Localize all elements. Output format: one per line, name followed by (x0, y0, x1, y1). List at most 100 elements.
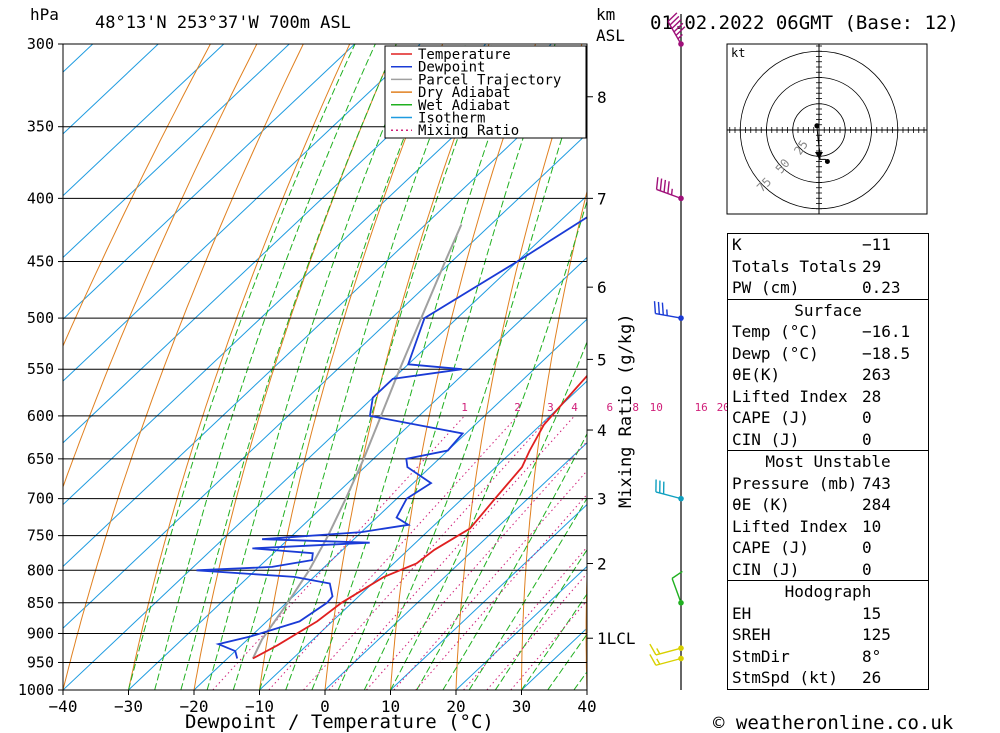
wind-barb-flag (649, 643, 657, 656)
hodograph-ring-label: 25 (791, 138, 811, 158)
index-label: θE(K) (732, 365, 781, 384)
index-row-totals: Totals Totals 29 (728, 256, 928, 278)
legend-label: Temperature (418, 47, 511, 63)
wind-barb (671, 570, 684, 606)
skewt-profiles (196, 216, 587, 660)
hodograph-unit-label: kt (731, 46, 745, 60)
wind-barb (653, 301, 684, 321)
hodograph-end-point (824, 159, 830, 164)
plot-frame (62, 43, 588, 691)
wind-barb-flag (657, 301, 661, 315)
wet-adiabat-line (206, 44, 419, 690)
mixing-ratio-label: 1 (461, 401, 468, 414)
dry-adiabat-line (128, 44, 351, 690)
indices-panel: K −11 Totals Totals 29 PW (cm) 0.23 Surface… (727, 233, 929, 690)
hodo-row: EH 15 (728, 603, 928, 625)
surface-row: Temp (°C) −16.1 (728, 321, 928, 343)
index-value: 284 (862, 495, 891, 514)
wind-barb-flag (649, 654, 657, 666)
isotherm-line (390, 503, 587, 690)
wind-barb-flag (655, 177, 659, 190)
wind-barb-halfflag (656, 658, 661, 665)
wind-barb-shaft (655, 657, 682, 666)
wet-adiabat-line (180, 44, 397, 690)
temperature-tick-label: −40 (49, 697, 78, 716)
temperature-tick-label: 0 (320, 697, 330, 716)
wet-adiabat-line (311, 44, 523, 690)
hodograph-start-point (814, 123, 820, 129)
dry-adiabat-line (259, 44, 444, 690)
pressure-tick-label: 450 (27, 253, 54, 271)
mu-row: CIN (J) 0 (728, 559, 928, 581)
wet-adiabat-line (128, 44, 356, 690)
mu-row: θE (K) 284 (728, 494, 928, 516)
index-label: CAPE (J) (732, 408, 810, 427)
parcel-trajectory-line (251, 224, 463, 659)
surface-row: CIN (J) 0 (728, 429, 928, 451)
wind-barb (655, 177, 684, 202)
wind-barb-flag (659, 178, 663, 191)
wind-barb (649, 643, 684, 656)
height-km-axis: 8 7 6 5 4 3 2 1LCL (587, 88, 636, 648)
wind-barb-flag (667, 12, 678, 22)
legend-label: Parcel Trajectory (418, 72, 561, 88)
dry-adiabat-line (988, 44, 1000, 690)
isotherm-line (455, 565, 587, 690)
index-value: −11 (862, 235, 891, 254)
hodograph-stats-title: Hodograph (784, 582, 872, 601)
index-value: 125 (862, 625, 891, 644)
most-unstable-title: Most Unstable (765, 452, 891, 471)
index-value: 28 (862, 386, 882, 406)
wind-barb-shaft (655, 312, 682, 319)
pressure-tick-label: 700 (27, 490, 54, 508)
legend-label: Wet Adiabat (418, 98, 511, 114)
surface-title: Surface (794, 300, 862, 320)
isotherm-line (63, 133, 587, 629)
indices-top-section: K −11 Totals Totals 29 PW (cm) 0.23 (728, 234, 928, 299)
index-value: 0 (862, 559, 872, 579)
wind-barb-halfflag (670, 188, 673, 196)
index-label: StmDir (732, 646, 790, 666)
pressure-tick-label: 400 (27, 189, 54, 207)
index-value: 0 (862, 429, 872, 449)
pressure-tick-label: 800 (27, 561, 54, 579)
mixing-ratio-line (463, 546, 587, 690)
legend-label: Dewpoint (418, 60, 485, 76)
dry-adiabat-line (649, 44, 722, 690)
dry-adiabat-line (63, 44, 211, 348)
index-row-pw: PW (cm) 0.23 (728, 277, 928, 299)
index-value: 0.23 (862, 278, 901, 297)
index-label: Lifted Index (732, 386, 848, 406)
wind-barb-column (649, 12, 686, 690)
temperature-tick-label: 10 (381, 697, 400, 716)
isotherm-line (63, 44, 552, 506)
index-label: EH (732, 603, 752, 623)
storm-motion-marker (815, 152, 823, 159)
isotherm-line (63, 194, 587, 690)
mixing-ratio-label: 8 (632, 401, 639, 414)
wind-barb-flag (661, 302, 664, 316)
index-label: Totals Totals (732, 256, 858, 276)
pressure-tick-label: 300 (27, 35, 54, 53)
wind-barb-shaft (667, 21, 682, 45)
dry-adiabat-line (324, 44, 490, 690)
wet-adiabat-line (154, 44, 376, 690)
site-credit: © weatheronline.co.uk (713, 712, 954, 733)
dry-adiabat-line (521, 189, 587, 690)
wet-adiabat-line (521, 593, 587, 690)
mu-row: Pressure (mb) 743 (728, 473, 928, 495)
legend-label: Mixing Ratio (418, 123, 519, 139)
isotherm-line (63, 44, 487, 444)
legend-label: Dry Adiabat (418, 85, 511, 101)
legend-box (384, 45, 587, 139)
wind-barb-halfflag (656, 648, 661, 655)
index-label: CAPE (J) (732, 538, 810, 557)
wind-barb (649, 654, 684, 666)
hodo-row: StmDir 8° (728, 646, 928, 668)
mixing-ratio-line (486, 572, 587, 690)
mixing-ratio-line (268, 415, 518, 690)
isotherm-line (193, 318, 587, 690)
index-value: −18.5 (862, 343, 911, 363)
mu-row: Lifted Index 10 (728, 516, 928, 538)
mixing-ratio-label: 10 (650, 401, 663, 414)
